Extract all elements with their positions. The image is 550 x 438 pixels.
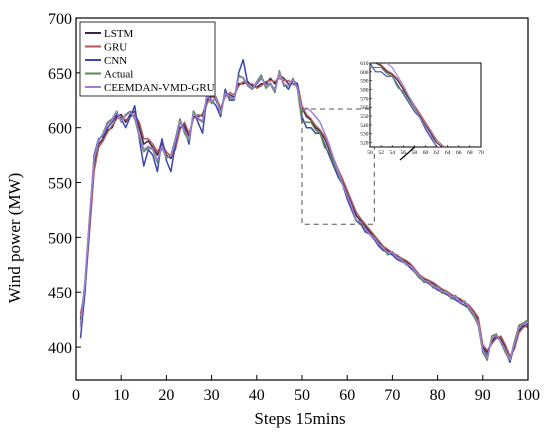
y-tick-label: 400 [48,340,72,357]
x-tick-label: 70 [384,387,400,404]
inset-y-tick-label: 540 [360,123,369,129]
inset-x-tick-label: 60 [423,150,429,156]
inset-x-tick-label: 66 [456,150,462,156]
inset-y-tick-label: 550 [360,114,369,120]
inset-series-line-2 [370,63,438,147]
legend-label-2: CNN [104,55,127,67]
inset-plot: 50 52 54 56 58 60 62 64 66 68 70 520 530 540 550 560 570… [360,61,484,156]
inset-x-tick-label: 68 [467,150,473,156]
x-tick-label: 90 [475,387,491,404]
y-tick-label: 550 [48,176,72,193]
legend-label-1: GRU [104,42,127,54]
legend-box [79,21,216,97]
legend-label-0: LSTM [104,28,134,40]
inset-x-tick-label: 70 [478,150,484,156]
inset-y-tick-label: 530 [360,132,369,138]
inset-x-tick-label: 58 [412,150,418,156]
x-tick-label: 20 [158,387,174,404]
x-tick-label: 40 [249,387,265,404]
y-tick-label: 500 [48,230,72,247]
x-tick-label: 30 [204,387,220,404]
inset-y-tick-label: 570 [360,96,369,102]
zoom-source-box [301,108,375,225]
inset-y-tick-label: 580 [360,88,369,94]
inset-series-line-0 [374,63,443,147]
inset-x-tick-label: 52 [378,150,384,156]
y-tick-label: 450 [48,285,72,302]
inset-y-tick-label: 590 [360,79,369,85]
inset-x-tick-label: 62 [434,150,440,156]
x-tick-label: 60 [339,387,355,404]
x-tick-label: 80 [430,387,446,404]
inset-y-tick-label: 520 [360,141,369,147]
inset-frame [369,62,482,148]
inset-y-tick-label: 560 [360,105,369,111]
x-tick-label: 0 [72,387,80,404]
legend-label-4: CEEMDAN-VMD-GRU [104,82,215,94]
inset-y-tick-label: 600 [360,70,369,76]
x-tick-label: 100 [516,387,540,404]
y-tick-label: 600 [48,121,72,138]
legend-label-3: Actual [104,69,133,81]
series-line-4 [79,72,529,360]
inset-series-line-1 [377,63,446,147]
inset-x-tick-label: 56 [401,150,407,156]
inset-x-tick-label: 54 [389,150,395,156]
x-tick-label: 10 [113,387,129,404]
y-tick-label: 700 [48,11,72,28]
inset-lines [370,63,446,147]
x-tick-label: 50 [294,387,310,404]
inset-x-tick-label: 50 [367,150,373,156]
x-axis-label: Steps 15mins [254,409,345,428]
main-plot: 0 10 20 30 40 50 60 70 80 90 100 400 450 500 550 600 650… [48,11,540,404]
y-tick-label: 650 [48,66,72,83]
inset-y-tick-label: 610 [360,61,369,67]
y-axis-label: Wind power (MW) [5,173,24,304]
inset-series-line-4 [385,63,442,147]
inset-x-tick-label: 64 [445,150,451,156]
